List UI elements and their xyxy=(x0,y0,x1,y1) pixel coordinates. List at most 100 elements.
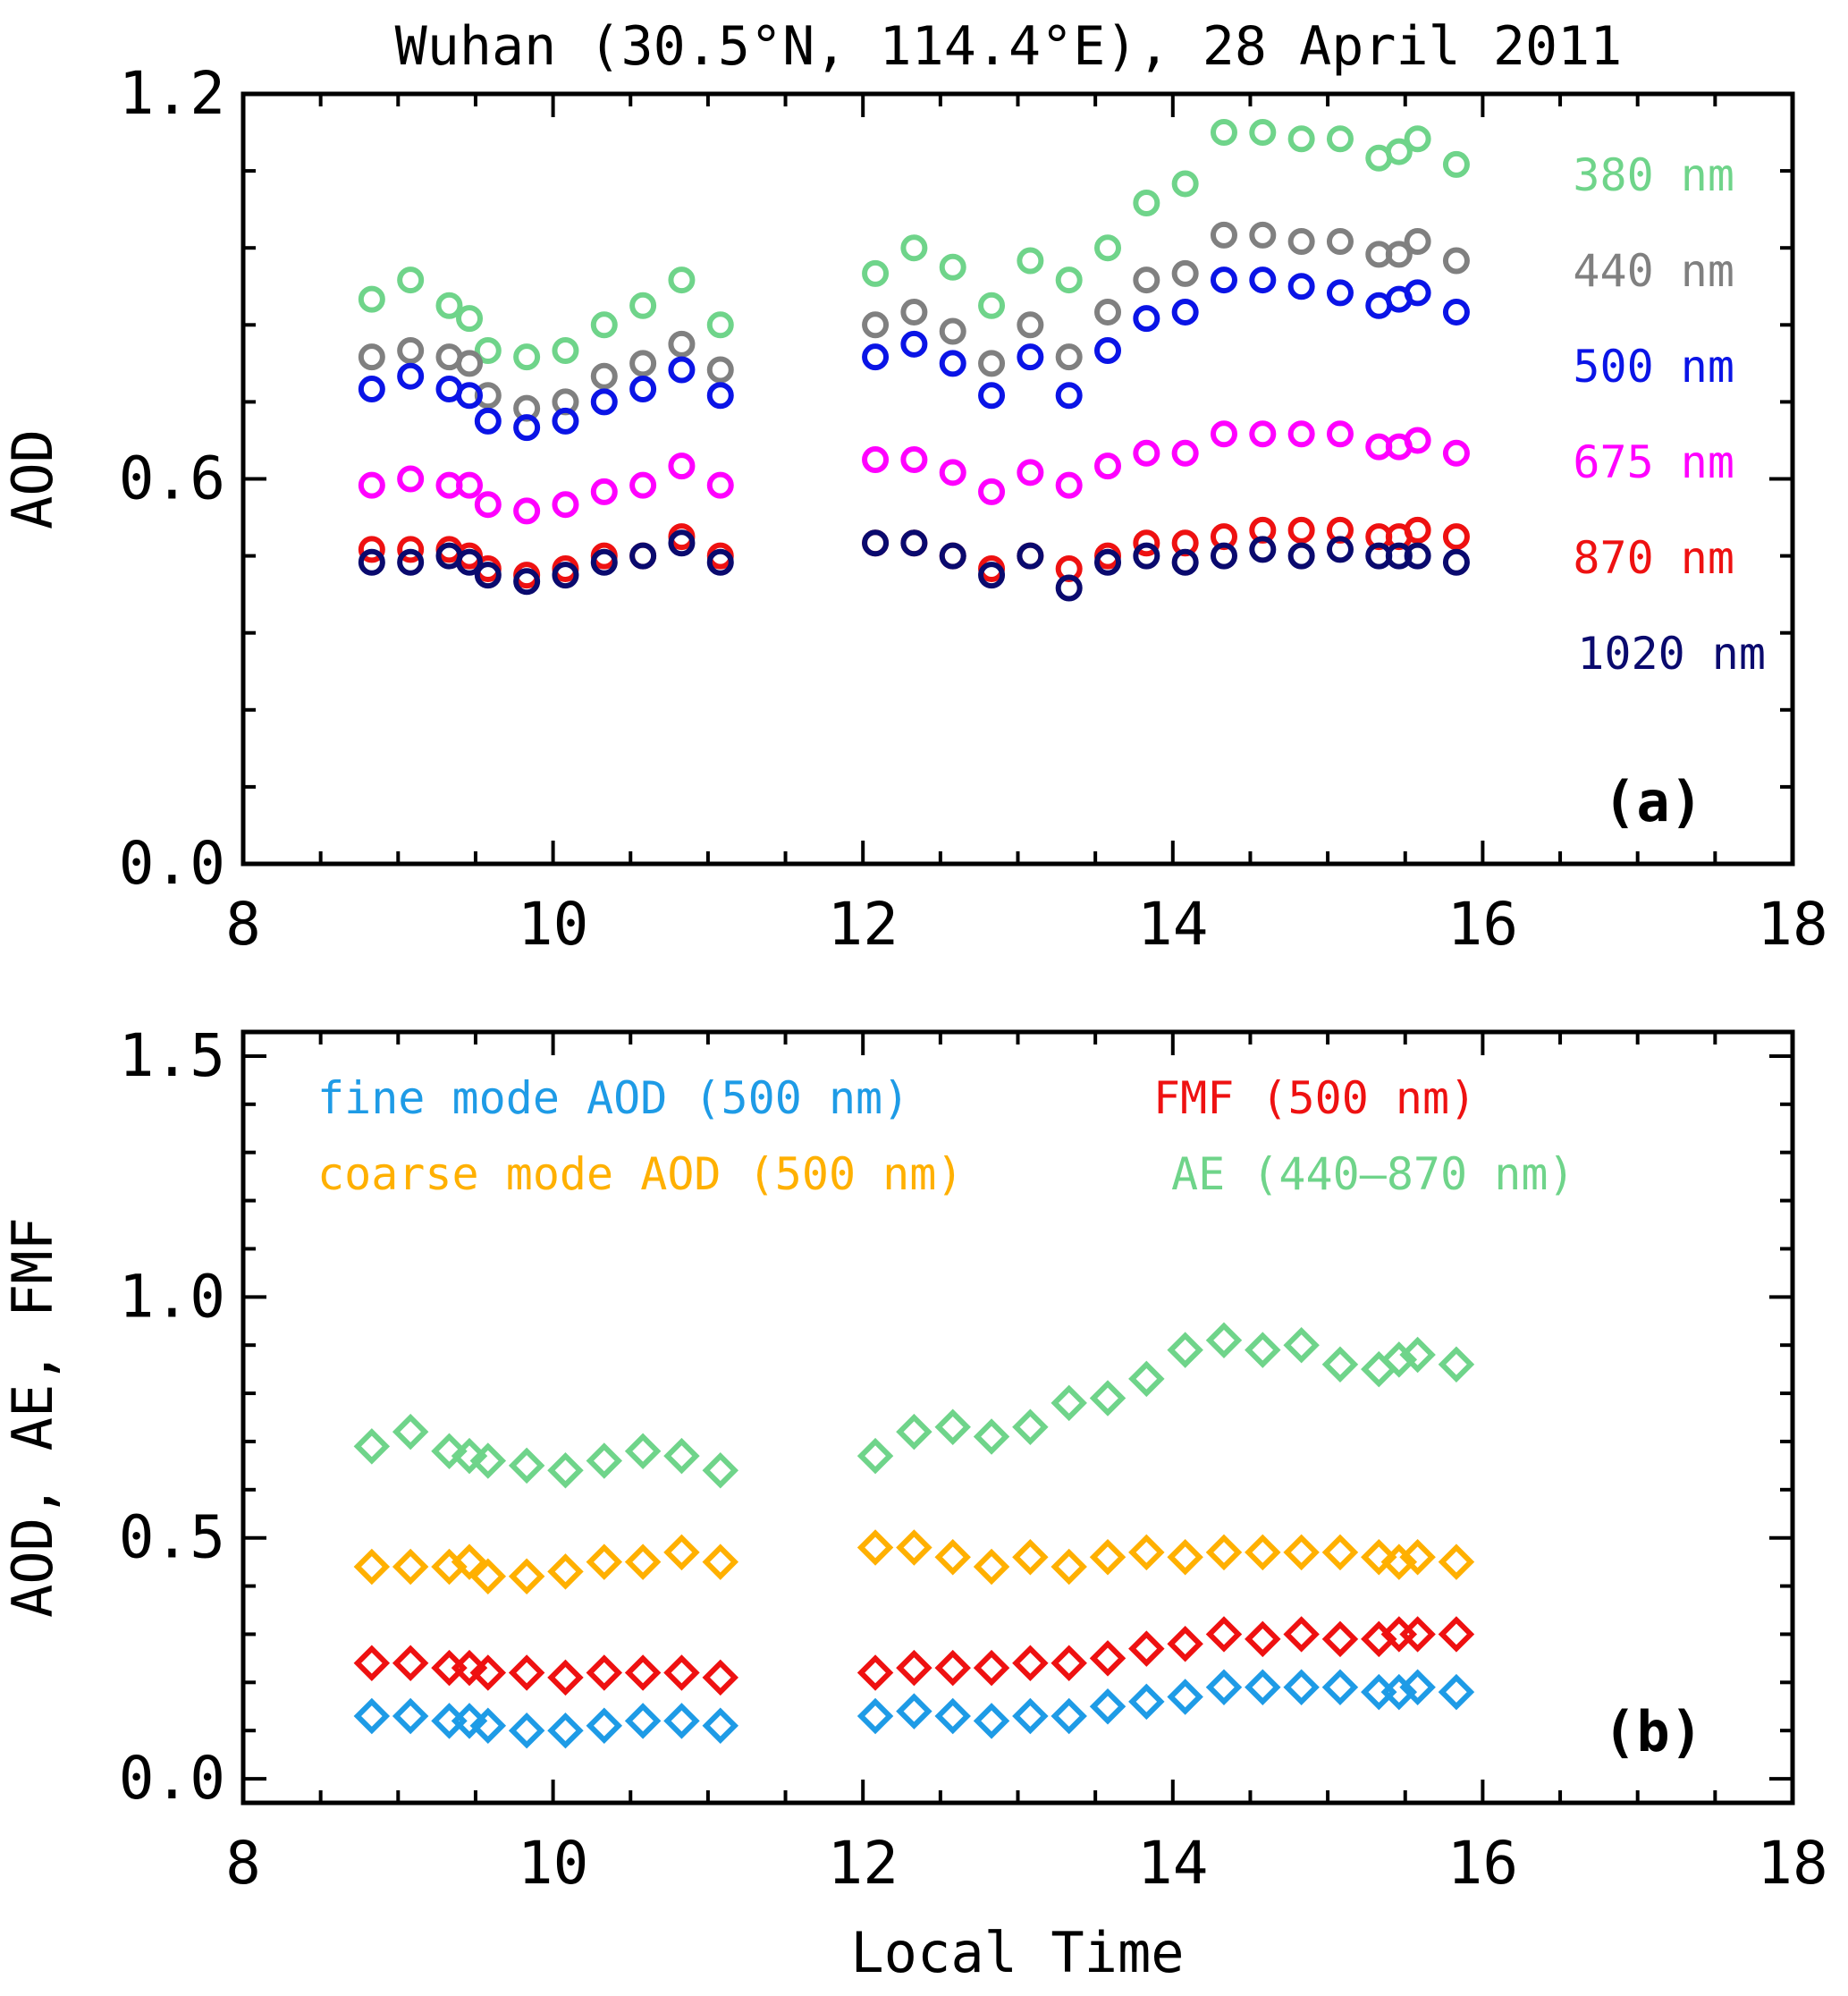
panel-a-point xyxy=(668,529,696,557)
panel-a-point xyxy=(1210,420,1237,448)
panel-a-point xyxy=(668,452,696,480)
panel-a-frame xyxy=(240,91,1795,867)
panel-a-point xyxy=(1404,542,1431,570)
panel-a-point xyxy=(1055,343,1083,371)
panel-a-x-tick-label: 18 xyxy=(1757,890,1827,959)
panel-b-point xyxy=(1399,1616,1436,1653)
panel-b-point xyxy=(663,1534,700,1571)
panel-a-point xyxy=(629,471,657,499)
panel-b-point xyxy=(1089,1380,1127,1417)
panel-b-point xyxy=(702,1707,739,1745)
panel-a-point xyxy=(1404,279,1431,307)
panel-a-point xyxy=(474,491,502,519)
panel-b-point xyxy=(702,1452,739,1489)
panel-a-point xyxy=(862,445,890,473)
panel-b-point xyxy=(934,1649,971,1687)
panel-a-point xyxy=(1385,542,1413,570)
panel-b-point xyxy=(1245,1534,1281,1571)
panel-b-point xyxy=(1321,1620,1359,1658)
panel-a-point xyxy=(474,562,502,589)
panel-b-point xyxy=(973,1649,1010,1687)
panel-a-legend-entry: 500 nm xyxy=(1573,341,1734,393)
panel-a-point xyxy=(668,266,696,294)
panel-a-point xyxy=(552,491,579,519)
panel-a-series-3 xyxy=(358,420,1470,525)
panel-b-point xyxy=(431,1649,468,1687)
panel-b-point xyxy=(451,1703,488,1739)
panel-a-point xyxy=(1287,125,1315,153)
panel-b-point xyxy=(856,1437,894,1475)
panel-b-point xyxy=(1380,1341,1418,1378)
panel-a-point xyxy=(629,376,657,403)
panel-a-point xyxy=(939,253,966,281)
panel-a-point xyxy=(1094,298,1122,326)
panel-a-legend-entry: 675 nm xyxy=(1573,436,1734,488)
panel-a-point xyxy=(1326,279,1354,307)
panel-a-x-tick-label: 12 xyxy=(827,890,898,959)
panel-a-point xyxy=(1055,382,1083,410)
panel-a-point xyxy=(397,337,425,364)
panel-a-point xyxy=(456,548,484,576)
panel-a-point xyxy=(1171,259,1199,287)
panel-b-x-tick-label: 12 xyxy=(827,1829,898,1898)
panel-a-point xyxy=(456,305,484,333)
panel-b-point xyxy=(1283,1669,1320,1705)
panel-a-point xyxy=(358,343,385,371)
panel-a-legend-entry: 870 nm xyxy=(1573,532,1734,584)
panel-a-point xyxy=(1249,221,1277,249)
panel-a-point xyxy=(1210,119,1237,147)
panel-b-point xyxy=(1128,1534,1165,1571)
panel-a-point xyxy=(978,350,1006,377)
panel-a-point xyxy=(1171,170,1199,198)
panel-a-point xyxy=(1385,138,1413,165)
panel-b-legend-entry: fine mode AOD (500 nm) xyxy=(317,1072,909,1124)
panel-b-point xyxy=(1167,1538,1203,1576)
panel-b-legend-entry: AE (440–870 nm) xyxy=(1171,1148,1575,1200)
panel-a-series-0 xyxy=(358,119,1470,371)
panel-a-point xyxy=(1133,305,1160,333)
panel-b-series-1 xyxy=(353,1529,1475,1595)
panel-a-point xyxy=(1287,542,1315,570)
panel-a-point xyxy=(1210,266,1237,294)
panel-a-point xyxy=(358,285,385,313)
panel-a-point xyxy=(978,562,1006,589)
panel-b-series-0 xyxy=(353,1669,1475,1749)
panel-a-point xyxy=(1133,189,1160,216)
panel-a-point xyxy=(1133,529,1160,557)
panel-a-point xyxy=(397,548,425,576)
panel-b-point xyxy=(469,1707,507,1745)
panel-a-point xyxy=(456,350,484,377)
panel-b-point xyxy=(934,1538,971,1576)
panel-a-point xyxy=(1326,420,1354,448)
panel-a-point xyxy=(1133,266,1160,294)
panel-a-point xyxy=(397,536,425,563)
panel-b-point xyxy=(896,1693,932,1730)
panel-b-x-tick-label: 14 xyxy=(1137,1829,1208,1898)
panel-b-point xyxy=(896,1529,932,1566)
panel-b-point xyxy=(431,1433,468,1469)
panel-b-point xyxy=(624,1654,662,1691)
panel-b-point xyxy=(586,1654,623,1691)
panel-a-point xyxy=(1094,234,1122,262)
panel-a-point xyxy=(1055,471,1083,499)
panel-a-point xyxy=(513,343,541,371)
panel-a-point xyxy=(397,362,425,390)
panel-b-point xyxy=(973,1548,1010,1586)
panel-b-point xyxy=(896,1649,932,1687)
panel-b-point xyxy=(702,1659,739,1696)
panel-a-series-1 xyxy=(358,221,1470,422)
panel-a-point xyxy=(456,471,484,499)
panel-b-point xyxy=(1051,1645,1087,1682)
panel-b-label: (b) xyxy=(1603,1699,1703,1764)
panel-b-point xyxy=(547,1553,584,1590)
panel-b-point xyxy=(1128,1683,1165,1721)
panel-a-point xyxy=(668,356,696,384)
panel-a-y-tick-label: 0.6 xyxy=(119,444,225,513)
panel-a-y-tick-label: 1.2 xyxy=(119,59,225,128)
panel-b-point xyxy=(1438,1544,1475,1580)
panel-b-point xyxy=(856,1529,894,1566)
panel-b-point xyxy=(1205,1616,1243,1653)
panel-b-point xyxy=(1245,1620,1281,1658)
panel-a-point xyxy=(1442,523,1470,551)
panel-a-point xyxy=(668,330,696,358)
